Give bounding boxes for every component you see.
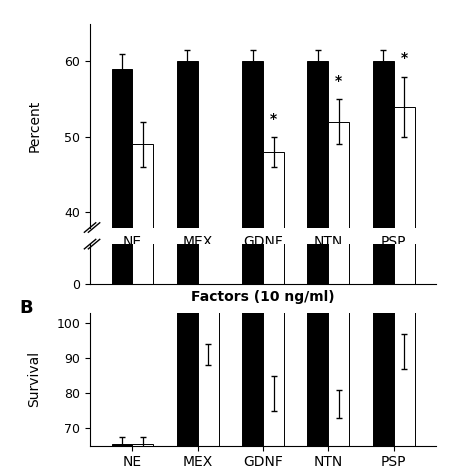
Bar: [177, 0, 198, 284]
Bar: [373, 62, 393, 474]
Bar: [242, 0, 263, 284]
X-axis label: Factors (10 ng/ml): Factors (10 ng/ml): [191, 290, 335, 304]
Bar: [242, 62, 263, 474]
Bar: [111, 69, 133, 474]
Bar: [133, 145, 154, 474]
Bar: [111, 444, 133, 446]
Text: *: *: [335, 74, 342, 88]
Bar: [242, 155, 263, 446]
Bar: [263, 166, 284, 446]
Y-axis label: Percent: Percent: [27, 100, 42, 152]
Bar: [328, 177, 349, 446]
Bar: [393, 124, 415, 446]
Text: *: *: [401, 51, 408, 65]
Bar: [308, 62, 328, 474]
Bar: [393, 107, 415, 474]
Bar: [328, 0, 349, 284]
Bar: [198, 128, 219, 446]
Bar: [263, 8, 284, 284]
Bar: [111, 0, 133, 284]
Bar: [133, 444, 154, 446]
Text: *: *: [270, 111, 277, 126]
Bar: [373, 0, 393, 284]
Bar: [373, 131, 393, 446]
Bar: [308, 0, 328, 284]
Bar: [177, 121, 198, 446]
Bar: [263, 152, 284, 474]
Text: B: B: [19, 299, 33, 317]
Bar: [133, 2, 154, 284]
Bar: [177, 62, 198, 474]
Y-axis label: Survival: Survival: [27, 351, 42, 407]
Bar: [328, 122, 349, 474]
Bar: [393, 0, 415, 284]
Bar: [308, 170, 328, 446]
